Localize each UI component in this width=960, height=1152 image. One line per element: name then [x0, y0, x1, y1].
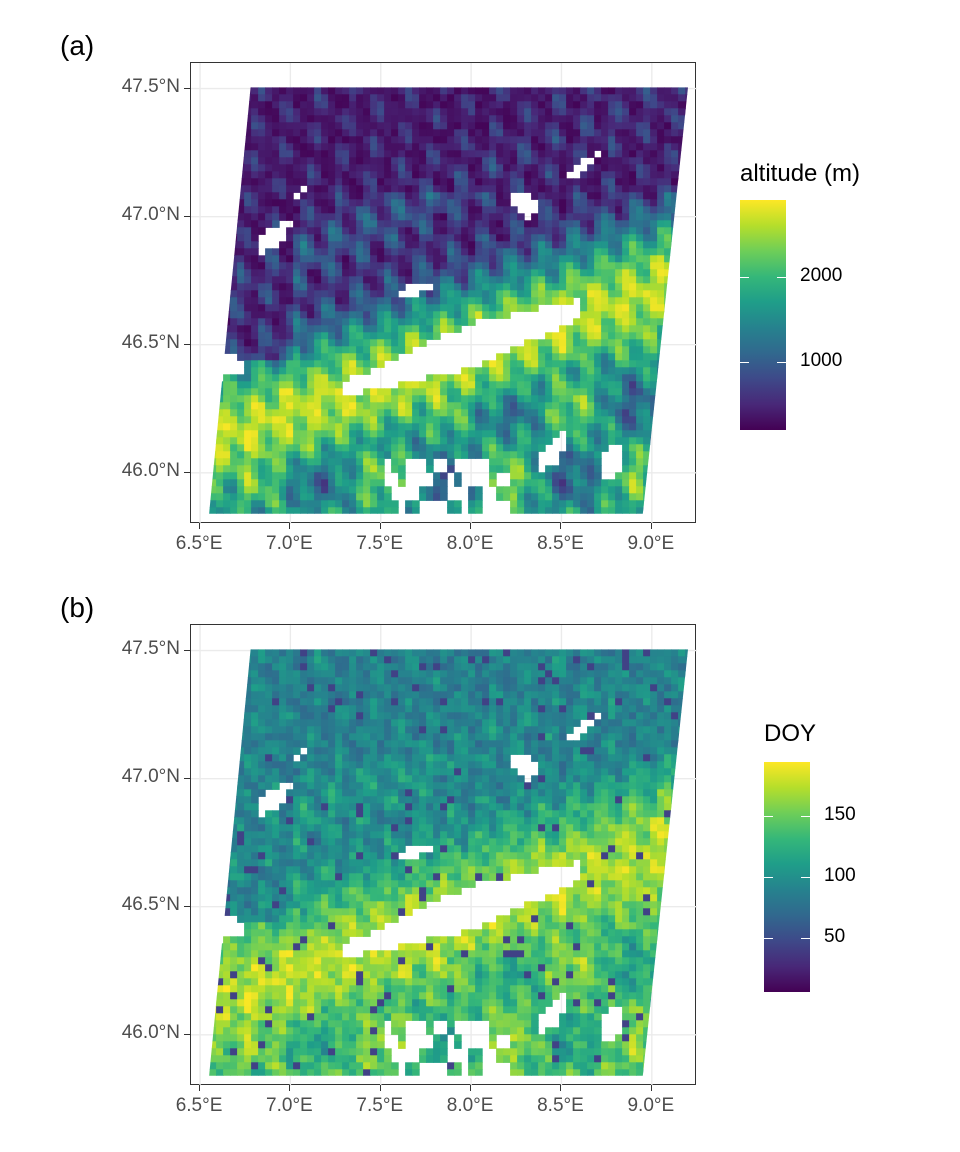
legend-tick-mark: [764, 937, 773, 939]
x-tick-mark: [650, 1085, 652, 1091]
y-tick-label: 47.5°N: [121, 75, 180, 97]
x-tick-label: 7.5°E: [356, 533, 404, 554]
legend-b-title: DOY: [764, 720, 817, 747]
y-tick-label: 46.5°N: [121, 893, 180, 915]
panel-b-label: (b): [60, 592, 95, 623]
x-tick-label: 6.5°E: [175, 1095, 223, 1116]
x-tick-mark: [289, 523, 291, 529]
y-tick-label: 47.0°N: [121, 765, 180, 787]
y-tick-label: 47.5°N: [121, 637, 180, 659]
raster-cells: [209, 649, 688, 1076]
legend-tick-mark: [740, 276, 749, 278]
y-tick-mark: [184, 215, 190, 217]
y-tick-mark: [184, 905, 190, 907]
x-tick-mark: [470, 1085, 472, 1091]
x-tick-label: 7.0°E: [266, 1095, 313, 1116]
panel-a-map: [190, 62, 697, 524]
x-tick-label: 7.0°E: [266, 533, 313, 554]
legend-a-title: altitude (m): [740, 160, 861, 187]
x-tick-mark: [470, 523, 472, 529]
y-tick-label: 46.0°N: [121, 1021, 180, 1043]
x-tick-label: 8.0°E: [446, 1095, 494, 1116]
y-tick-mark: [184, 87, 190, 89]
x-tick-label: 9.0°E: [627, 1095, 675, 1116]
y-tick-mark: [184, 649, 190, 651]
y-tick-label: 46.0°N: [121, 459, 180, 481]
raster-cells: [209, 87, 688, 514]
legend-tick-label: 1000: [800, 349, 843, 371]
legend-tick-label: 100: [824, 865, 856, 886]
x-tick-label: 7.5°E: [356, 1095, 404, 1116]
x-tick-mark: [289, 1085, 291, 1091]
x-tick-label: 8.5°E: [537, 533, 584, 554]
x-tick-label: 8.5°E: [537, 1095, 584, 1116]
legend-tick-mark: [740, 361, 749, 363]
legend-tick-label: 150: [824, 804, 856, 826]
y-tick-label: 47.0°N: [121, 203, 180, 225]
x-tick-mark: [560, 1085, 562, 1091]
x-tick-mark: [379, 1085, 381, 1091]
legend-tick-mark: [764, 877, 773, 878]
y-tick-mark: [184, 1033, 190, 1035]
map-canvas: [191, 63, 697, 524]
legend-tick-mark: [764, 816, 773, 818]
x-tick-mark: [199, 523, 201, 529]
panel-b-map: [190, 624, 697, 1086]
legend-tick-mark: [801, 816, 810, 818]
legend-tick-mark: [777, 361, 786, 363]
legend-tick-label: 2000: [800, 264, 843, 286]
x-tick-mark: [199, 1085, 201, 1091]
legend-tick-mark: [777, 276, 786, 278]
panel-a-label: (a): [60, 30, 95, 61]
legend-tick-mark: [801, 877, 810, 878]
x-tick-label: 9.0°E: [627, 533, 675, 554]
map-canvas: [191, 625, 697, 1086]
y-tick-mark: [184, 777, 190, 779]
y-tick-mark: [184, 471, 190, 473]
x-tick-label: 6.5°E: [175, 533, 223, 554]
legend-tick-label: 50: [824, 925, 846, 947]
legend-tick-mark: [801, 937, 810, 939]
x-tick-mark: [560, 523, 562, 529]
y-tick-mark: [184, 343, 190, 345]
x-tick-label: 8.0°E: [446, 533, 494, 554]
legend-a-colorbar: [740, 200, 786, 430]
y-tick-label: 46.5°N: [121, 331, 180, 353]
x-tick-mark: [379, 523, 381, 529]
x-tick-mark: [650, 523, 652, 529]
